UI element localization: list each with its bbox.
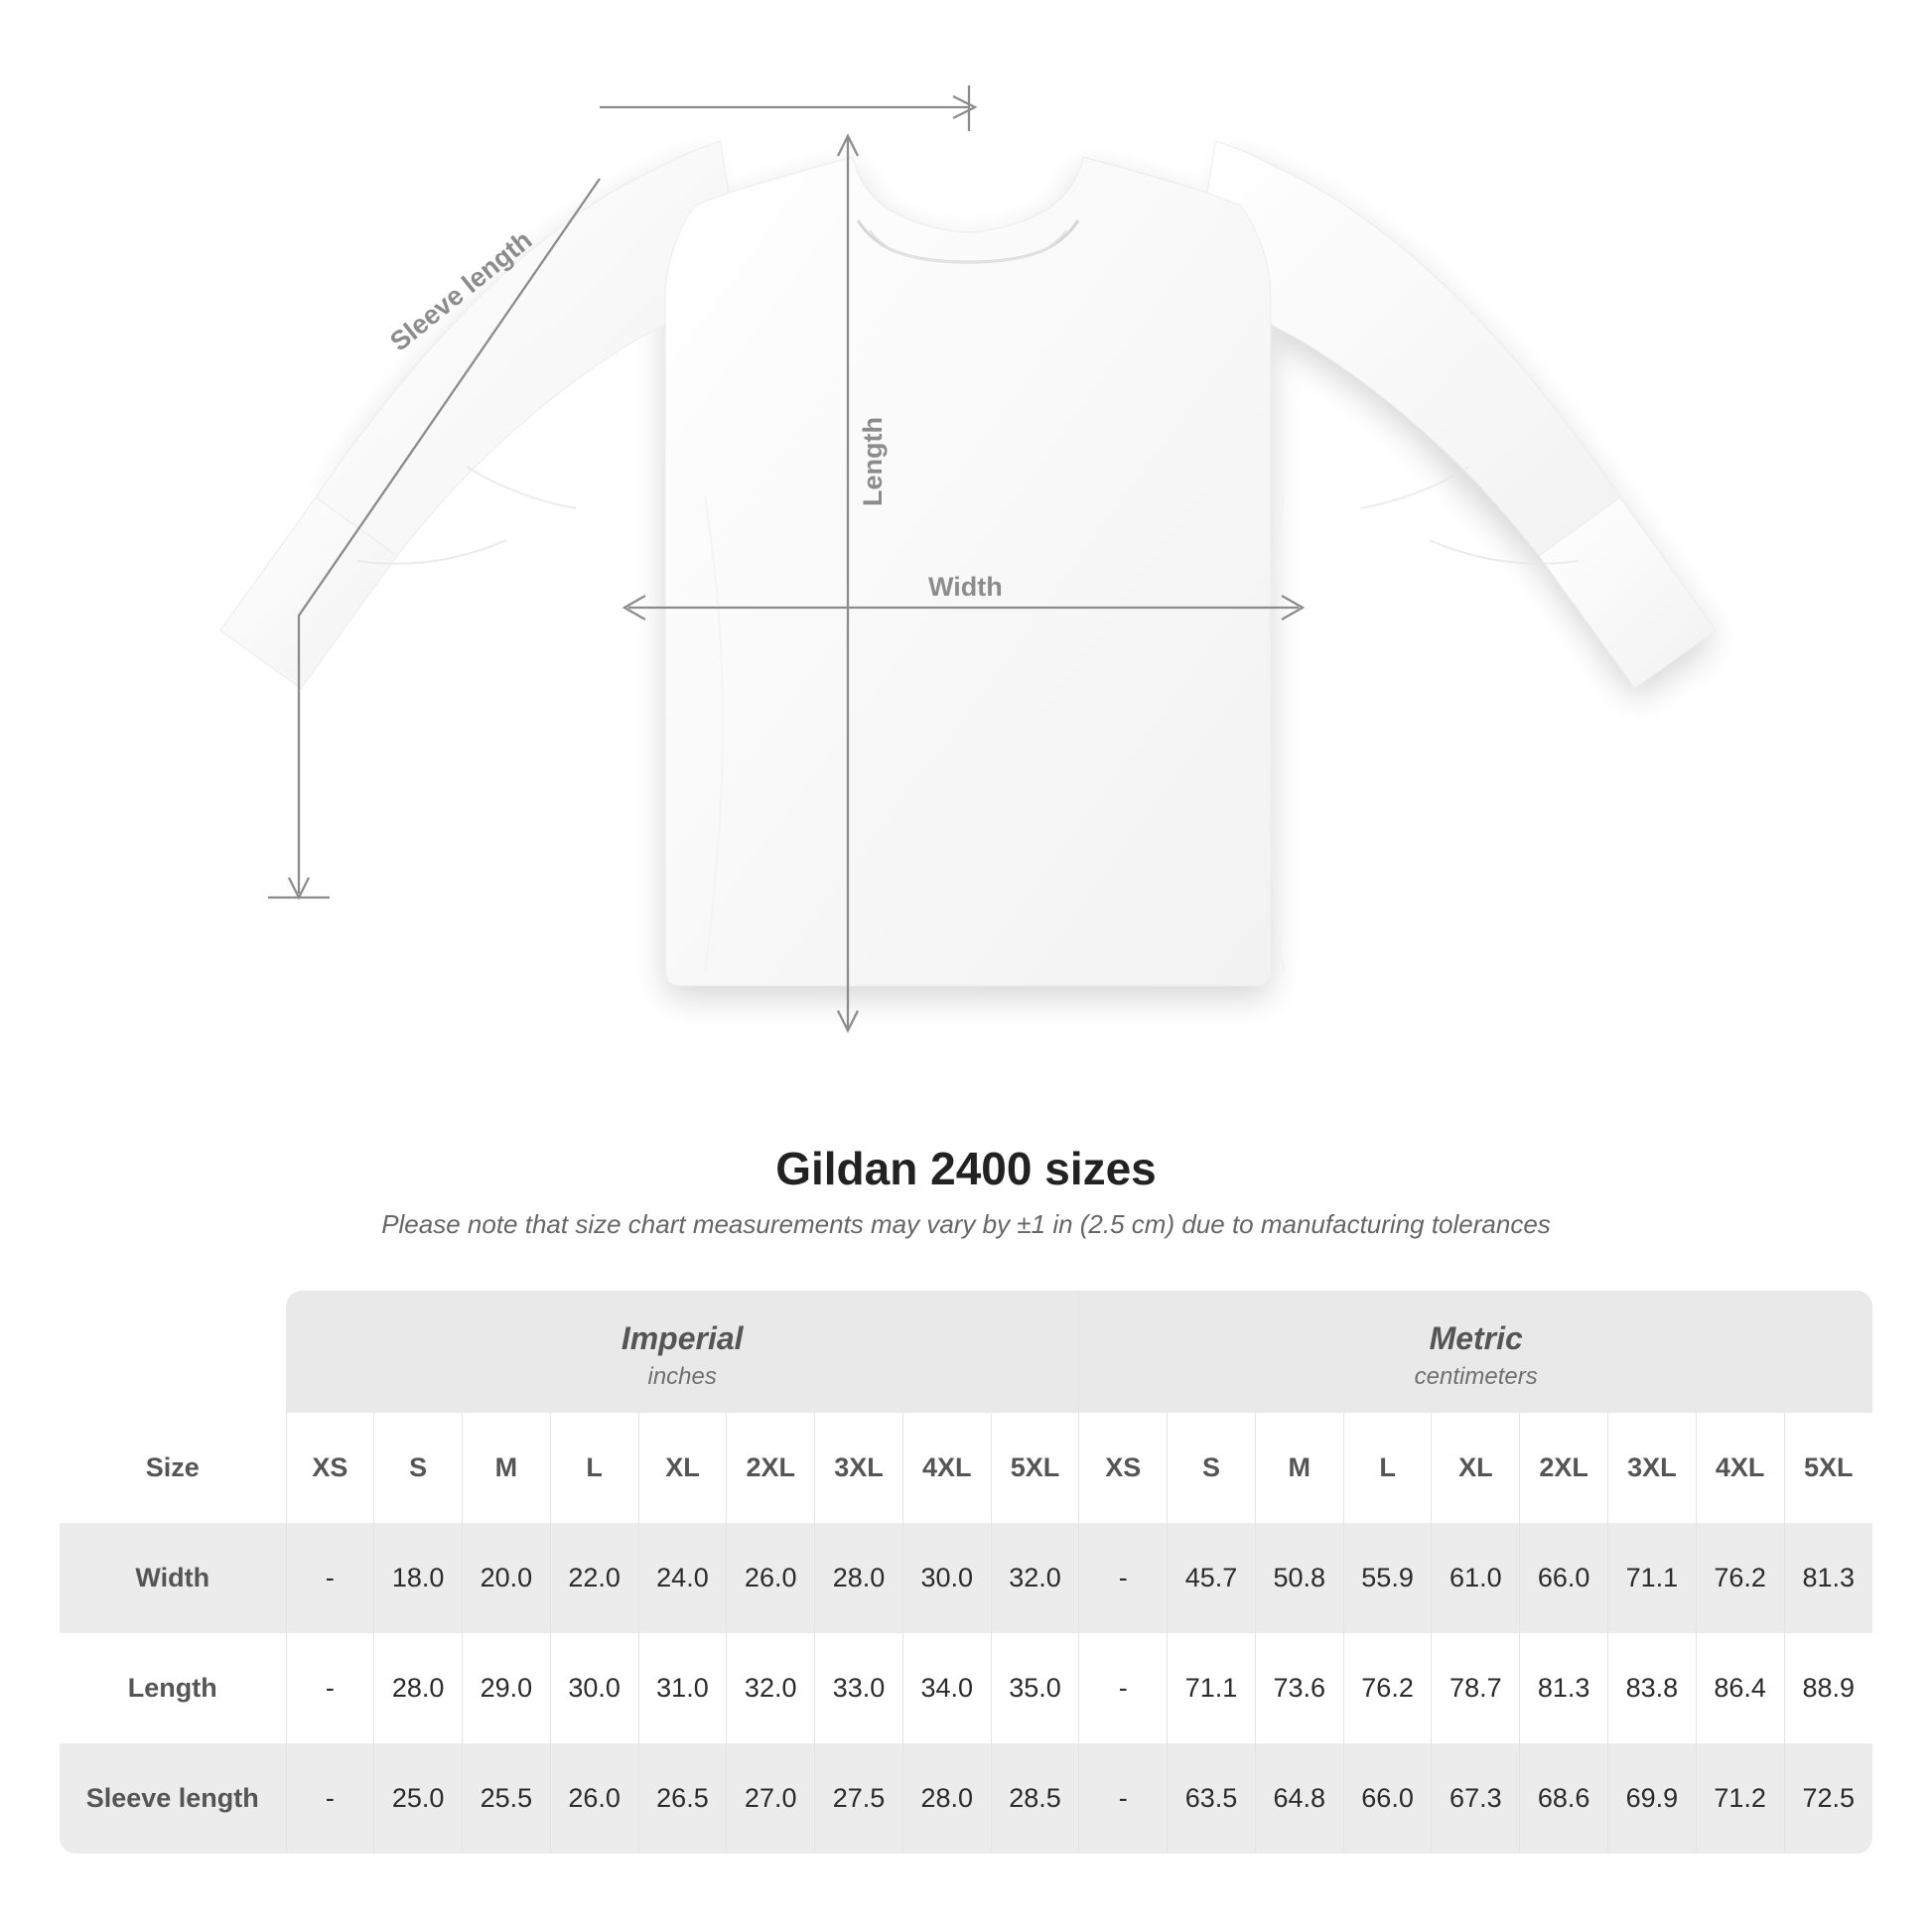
svg-text:Width: Width [928,572,1003,602]
svg-text:Length: Length [858,417,888,506]
